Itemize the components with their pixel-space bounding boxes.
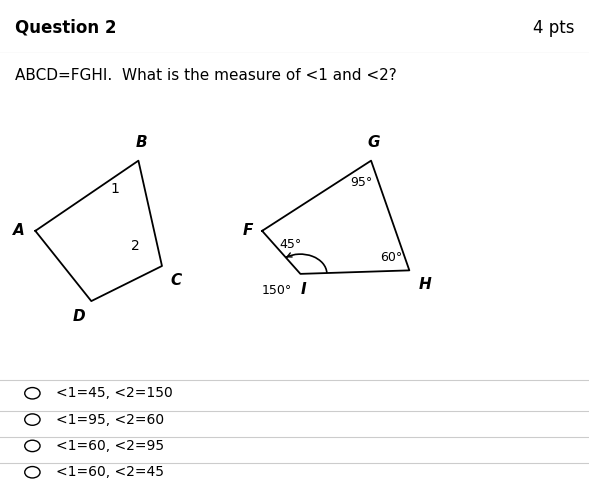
Text: 4 pts: 4 pts <box>533 19 574 36</box>
Text: C: C <box>171 273 182 287</box>
Text: <1=95, <2=60: <1=95, <2=60 <box>56 413 164 427</box>
Text: ABCD=FGHI.  What is the measure of <1 and <2?: ABCD=FGHI. What is the measure of <1 and… <box>15 68 396 84</box>
Text: 2: 2 <box>131 239 140 253</box>
Text: <1=60, <2=95: <1=60, <2=95 <box>56 439 164 453</box>
Text: I: I <box>300 282 306 297</box>
Text: 95°: 95° <box>350 176 373 189</box>
Text: 60°: 60° <box>380 251 402 264</box>
Text: F: F <box>243 223 253 239</box>
Text: <1=45, <2=150: <1=45, <2=150 <box>56 386 173 400</box>
Text: Question 2: Question 2 <box>15 19 116 36</box>
Text: 1: 1 <box>110 182 120 196</box>
Text: <1=60, <2=45: <1=60, <2=45 <box>56 465 164 479</box>
Text: D: D <box>73 309 85 324</box>
Text: 150°: 150° <box>262 283 292 297</box>
Text: 45°: 45° <box>280 238 302 250</box>
Text: A: A <box>13 223 25 239</box>
Text: H: H <box>418 277 431 292</box>
Text: G: G <box>368 135 380 150</box>
Text: B: B <box>135 135 147 150</box>
